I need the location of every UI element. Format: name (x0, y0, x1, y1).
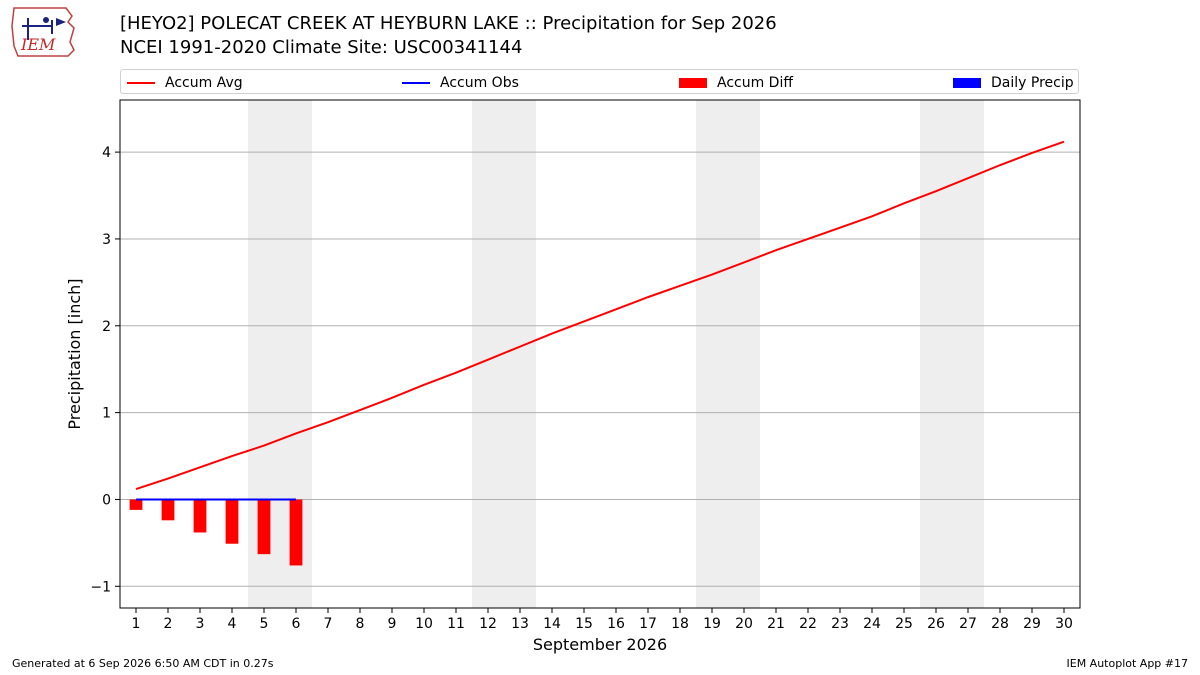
x-tick-label: 26 (927, 616, 945, 632)
x-tick-label: 30 (1055, 616, 1073, 632)
x-tick-label: 8 (356, 616, 365, 632)
legend-swatch-accum-diff (679, 77, 707, 88)
x-tick-label: 6 (292, 616, 301, 632)
legend-label-accum-diff: Accum Diff (717, 74, 794, 91)
legend-item-accum-diff: Accum Diff (679, 73, 793, 92)
legend-label-accum-avg: Accum Avg (165, 74, 243, 91)
x-tick-label: 2 (164, 616, 173, 632)
x-tick-label: 16 (607, 616, 625, 632)
x-tick-label: 9 (388, 616, 397, 632)
legend-item-accum-obs: Accum Obs (402, 73, 519, 92)
x-tick-label: 3 (196, 616, 205, 632)
x-tick-label: 23 (831, 616, 849, 632)
y-tick-label: 1 (102, 406, 111, 422)
bar-accum-diff (257, 499, 271, 555)
x-tick-label: 29 (1023, 616, 1041, 632)
legend-label-accum-obs: Accum Obs (440, 74, 519, 91)
legend-swatch-daily-precip (953, 77, 981, 88)
x-tick-label: 19 (703, 616, 721, 632)
x-tick-label: 17 (639, 616, 657, 632)
plot-frame (119, 99, 1081, 609)
chart-legend: Accum Avg Accum Obs Accum Diff Daily Pre… (120, 69, 1079, 94)
x-tick-label: 11 (447, 616, 465, 632)
chart-title: [HEYO2] POLECAT CREEK AT HEYBURN LAKE ::… (120, 12, 777, 60)
y-axis-label: Precipitation [inch] (65, 278, 84, 429)
x-tick-label: 27 (959, 616, 977, 632)
weekend-shading (248, 100, 984, 608)
bar-accum-diff (289, 499, 303, 566)
legend-swatch-accum-avg (127, 81, 155, 84)
bar-accum-diff (129, 499, 143, 510)
x-tick-label: 13 (511, 616, 529, 632)
x-tick-label: 18 (671, 616, 689, 632)
legend-item-accum-avg: Accum Avg (127, 73, 243, 92)
x-tick-label: 28 (991, 616, 1009, 632)
x-axis-ticks: 1 2 3 4 5 6 7 8 9 10 11 12 13 14 15 16 17 18 19 20 21 22 23 24 2… (132, 608, 1073, 632)
series-lines (135, 140, 1065, 501)
legend-label-daily-precip: Daily Precip (991, 74, 1074, 91)
x-tick-label: 12 (479, 616, 497, 632)
y-axis-ticks: −1 0 1 2 3 4 (90, 145, 120, 595)
legend-swatch-accum-obs (402, 81, 430, 84)
x-tick-label: 10 (415, 616, 433, 632)
iem-logo: IEM (8, 6, 80, 60)
bar-accum-diff (161, 499, 175, 521)
y-tick-label: 0 (102, 492, 111, 508)
y-tick-label: 4 (102, 145, 111, 161)
legend-item-daily-precip: Daily Precip (953, 73, 1074, 92)
y-tick-label: 3 (102, 232, 111, 248)
chart-title-line1: [HEYO2] POLECAT CREEK AT HEYBURN LAKE ::… (120, 13, 777, 34)
y-tick-label: 2 (102, 319, 111, 335)
accum-diff-bars (129, 499, 303, 566)
bar-accum-diff (225, 499, 239, 544)
app-id: IEM Autoplot App #17 (1066, 657, 1189, 670)
iem-logo-graphic: IEM (11, 7, 75, 57)
line-accum-avg (135, 140, 1065, 490)
x-tick-label: 15 (575, 616, 593, 632)
x-tick-label: 24 (863, 616, 881, 632)
x-tick-label: 5 (260, 616, 269, 632)
iem-logo-text: IEM (20, 35, 56, 54)
x-tick-label: 20 (735, 616, 753, 632)
x-tick-label: 4 (228, 616, 237, 632)
x-tick-label: 14 (543, 616, 561, 632)
x-tick-label: 7 (324, 616, 333, 632)
x-tick-label: 1 (132, 616, 141, 632)
chart-title-line2: NCEI 1991-2020 Climate Site: USC00341144 (120, 37, 523, 58)
x-tick-label: 22 (799, 616, 817, 632)
generated-timestamp: Generated at 6 Sep 2026 6:50 AM CDT in 0… (12, 657, 274, 670)
x-axis-label: September 2026 (533, 635, 667, 654)
bar-accum-diff (193, 499, 207, 533)
weekend-shade-band (696, 100, 760, 608)
x-tick-label: 21 (767, 616, 785, 632)
gridlines (120, 151, 1080, 587)
y-tick-label: −1 (90, 579, 111, 595)
x-tick-label: 25 (895, 616, 913, 632)
